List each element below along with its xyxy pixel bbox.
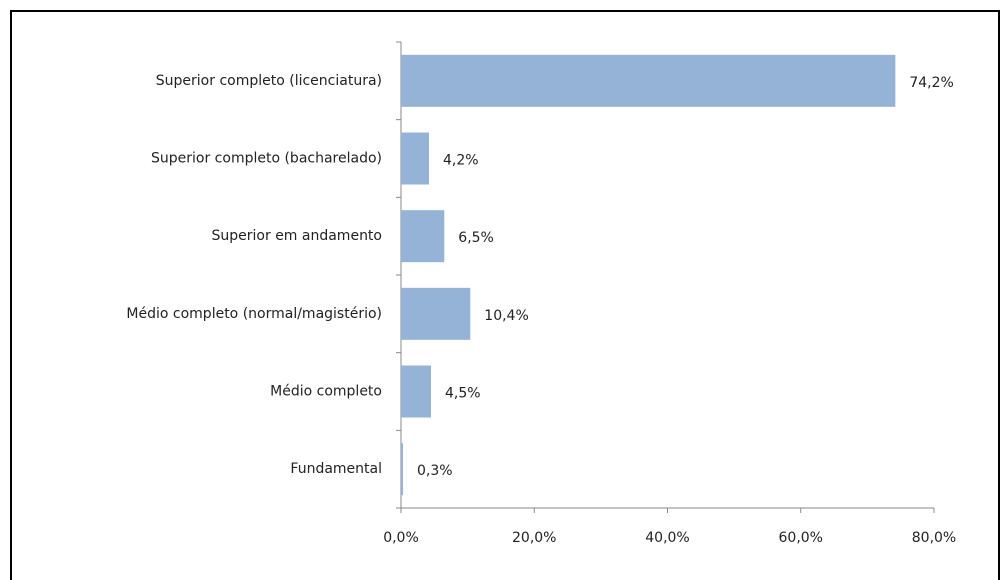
value-label: 74,2% [909,75,953,91]
y-tick-label: Superior em andamento [212,228,382,244]
value-label: 0,3% [417,463,453,479]
bar [401,54,896,107]
value-label: 6,5% [458,230,494,246]
y-tick-label: Fundamental [290,461,382,477]
bar [401,210,445,263]
bar [401,365,431,418]
frame [10,10,1000,580]
y-tick-label: Superior completo (licenciatura) [156,73,382,89]
value-label: 4,2% [443,153,479,169]
x-tick-label: 0,0% [383,530,419,546]
x-tick-label: 60,0% [779,530,823,546]
y-tick-label: Superior completo (bacharelado) [151,151,382,167]
y-tick-label: Médio completo (normal/magistério) [126,306,382,322]
bar [401,443,403,496]
x-tick-label: 20,0% [512,530,556,546]
x-tick-label: 40,0% [645,530,689,546]
value-label: 4,5% [445,386,481,402]
y-tick-label: Médio completo [270,384,382,400]
bar [401,132,429,185]
x-tick-label: 80,0% [912,530,956,546]
bar [401,287,471,340]
value-label: 10,4% [484,308,528,324]
